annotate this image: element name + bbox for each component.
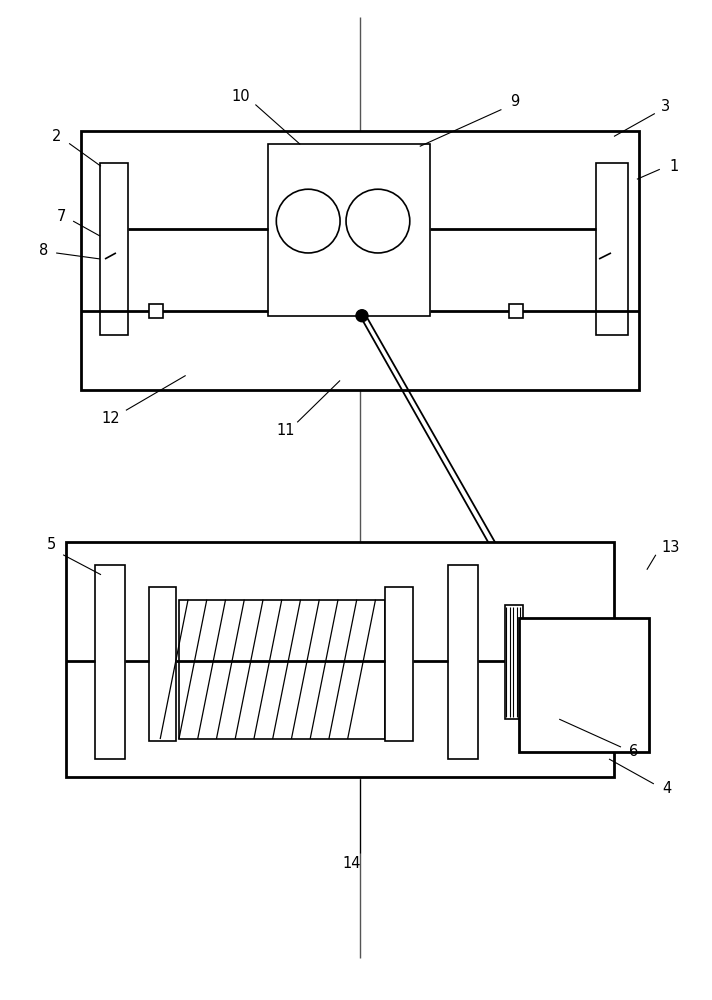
- Text: 5: 5: [46, 537, 56, 552]
- Circle shape: [356, 310, 368, 322]
- Bar: [95, 565, 125, 759]
- Text: 3: 3: [661, 99, 671, 114]
- Text: 1: 1: [669, 159, 679, 174]
- Bar: [506, 605, 523, 719]
- Bar: [519, 618, 649, 752]
- Text: 11: 11: [276, 423, 295, 438]
- Text: 14: 14: [342, 856, 361, 871]
- Circle shape: [276, 189, 340, 253]
- Text: 6: 6: [629, 744, 639, 759]
- Bar: [448, 565, 478, 759]
- Text: 13: 13: [661, 540, 680, 555]
- Text: 10: 10: [231, 89, 250, 104]
- Bar: [81, 131, 639, 390]
- Bar: [149, 304, 163, 318]
- Text: 8: 8: [38, 243, 48, 258]
- Bar: [509, 304, 523, 318]
- Bar: [179, 600, 385, 739]
- Text: 12: 12: [102, 411, 120, 426]
- Text: 4: 4: [662, 781, 671, 796]
- Bar: [268, 144, 430, 316]
- Bar: [385, 587, 413, 741]
- Bar: [596, 163, 628, 335]
- Text: 7: 7: [56, 209, 66, 224]
- Text: 9: 9: [510, 94, 519, 109]
- Circle shape: [346, 189, 410, 253]
- Bar: [100, 163, 128, 335]
- Text: 2: 2: [51, 129, 61, 144]
- Bar: [66, 542, 614, 777]
- Bar: [149, 587, 176, 741]
